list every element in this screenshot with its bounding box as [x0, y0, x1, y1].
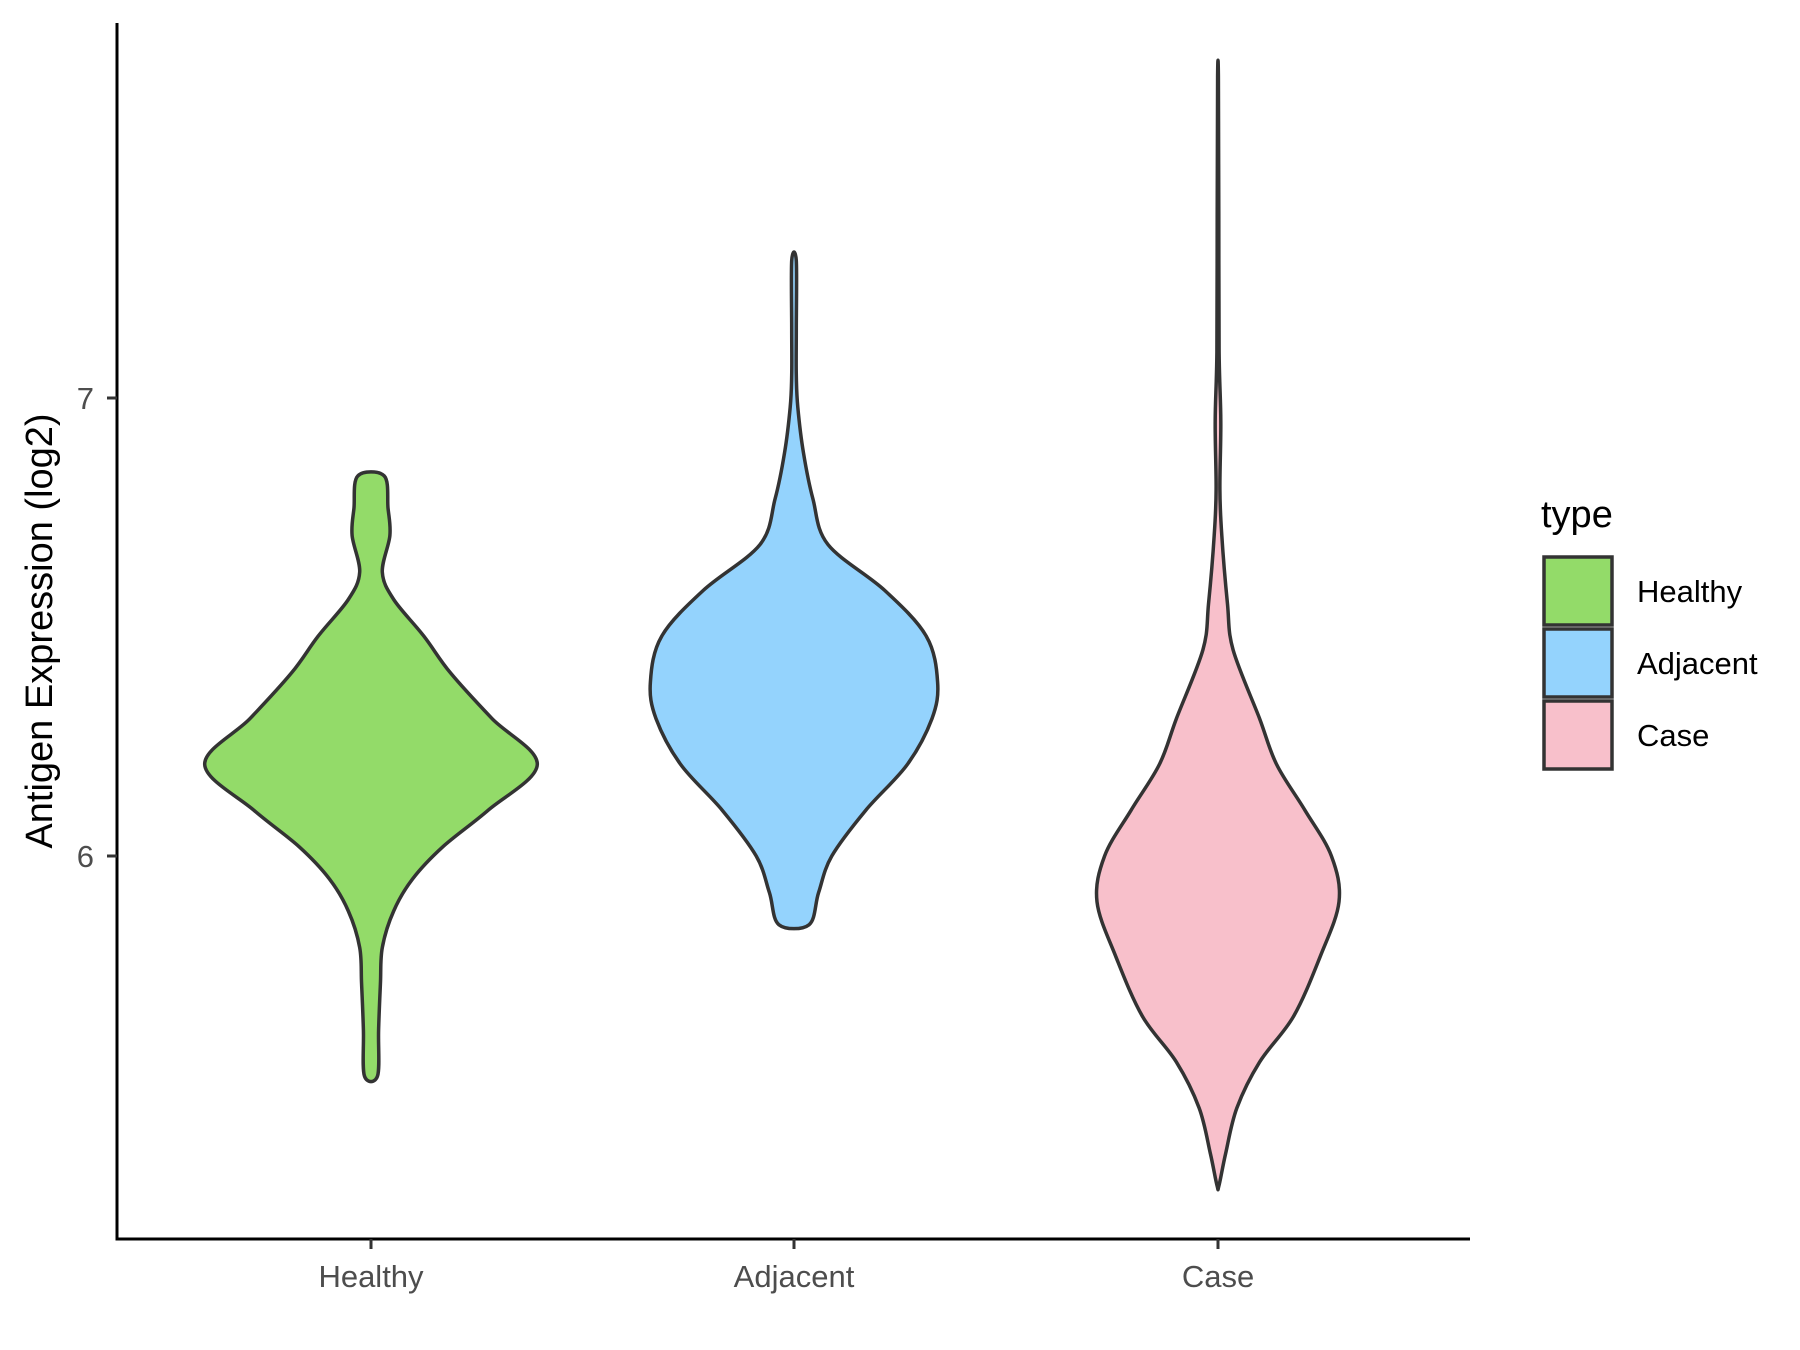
legend-label-healthy: Healthy	[1637, 574, 1743, 609]
legend: type Healthy Adjacent Case	[1541, 494, 1758, 771]
y-axis-ticks: 67	[77, 381, 117, 874]
y-tick-label: 7	[77, 381, 94, 416]
legend-key-case	[1542, 699, 1614, 771]
x-tick-label-adjacent: Adjacent	[734, 1259, 855, 1294]
legend-label-case: Case	[1637, 718, 1709, 753]
x-tick-label-healthy: Healthy	[318, 1259, 424, 1294]
legend-label-adjacent: Adjacent	[1637, 646, 1758, 681]
x-tick-label-case: Case	[1182, 1259, 1254, 1294]
x-axis-ticks: Healthy Adjacent Case	[318, 1239, 1254, 1294]
y-tick-label: 6	[77, 839, 94, 874]
legend-title: type	[1541, 494, 1613, 536]
violin-case	[1094, 58, 1342, 1192]
violin-adjacent	[648, 250, 940, 931]
legend-key-adjacent	[1542, 627, 1614, 699]
violin-healthy	[202, 470, 540, 1084]
y-axis-title: Antigen Expression (log2)	[19, 413, 61, 848]
violin-layer	[202, 58, 1342, 1192]
legend-key-healthy	[1542, 555, 1614, 627]
